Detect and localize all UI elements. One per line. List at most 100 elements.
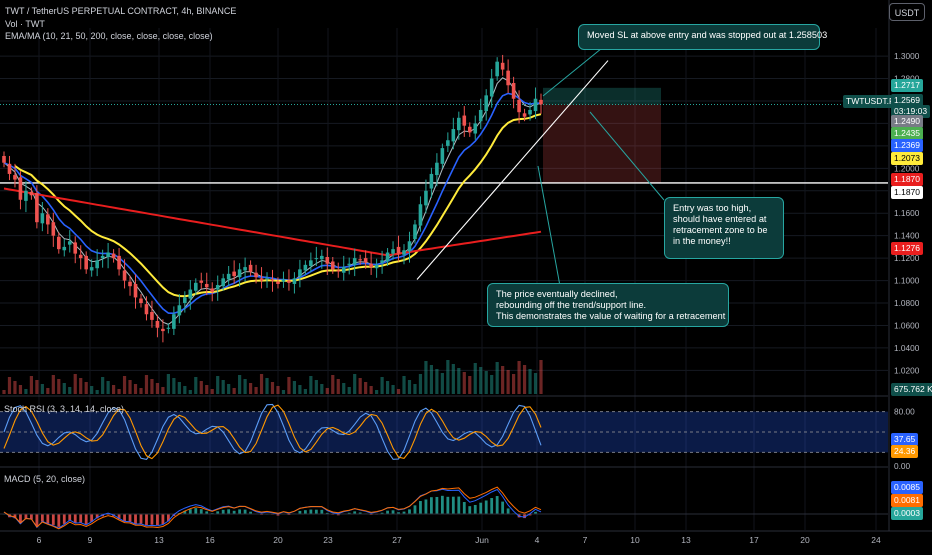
price-tick-label: 1.2800 (894, 74, 920, 84)
volume-bar (270, 382, 275, 394)
annotation-price-declined-line: The price eventually declined, (496, 289, 618, 299)
macd-histogram-bar (298, 510, 302, 514)
last-price-tag: 1.2569 (891, 94, 923, 107)
candle-body (473, 123, 478, 134)
candle-body (73, 242, 78, 254)
macd-histogram-bar (457, 496, 461, 514)
volume-bar (194, 377, 198, 394)
macd-histogram-bar (68, 514, 72, 521)
macd-histogram-bar (430, 497, 433, 514)
macd-histogram-bar (320, 509, 324, 514)
macd-histogram-bar (128, 514, 132, 522)
time-tick-label: 23 (323, 535, 333, 545)
candle-body (303, 264, 308, 271)
macd-histogram-bar (528, 514, 532, 516)
macd-histogram-bar (139, 514, 143, 524)
price-tag-ema50: 1.2369 (891, 139, 923, 152)
stoch-k-tag: 37.65 (891, 433, 919, 446)
candle-body (320, 255, 324, 260)
candle-body (424, 190, 428, 206)
currency-button[interactable]: USDT (889, 3, 925, 21)
macd-histogram-bar (145, 514, 148, 526)
candle-body (506, 70, 510, 86)
volume-bar (484, 371, 488, 394)
macd-histogram-bar (243, 509, 247, 514)
macd-histogram-bar (227, 509, 231, 514)
candle-body (67, 241, 72, 245)
macd-histogram-bar (46, 514, 50, 524)
time-tick-label: 7 (583, 535, 588, 545)
time-tick-label: 17 (749, 535, 759, 545)
volume-bar (155, 383, 160, 394)
time-tick-label: 4 (535, 535, 540, 545)
volume-bar (161, 387, 165, 394)
volume-bar (375, 390, 379, 394)
annotation-stop-loss[interactable]: Moved SL at above entry and was stopped … (578, 24, 827, 50)
volume-bar (320, 384, 324, 394)
volume-bars (2, 360, 543, 394)
macd-histogram-bar (419, 501, 422, 514)
volume-bar (490, 375, 494, 394)
macd-label: MACD (5, 20, close) (4, 474, 86, 484)
price-tick-label: 1.1400 (894, 231, 920, 241)
candle-body (402, 250, 406, 255)
candle-body (78, 254, 83, 259)
candle-body (533, 98, 538, 112)
candle-body (254, 272, 258, 278)
candle-body (243, 267, 247, 271)
annotation-entry-too-high[interactable]: Entry was too high, should have entered a… (664, 197, 784, 259)
annotation-pointer (589, 111, 665, 201)
bar-countdown-tag: 03:19:03 (891, 105, 931, 118)
macd-histogram-bar (391, 510, 395, 514)
time-axis: 6 9 13 16 20 23 27 Jun 4 7 10 13 17 20 24 (0, 530, 932, 545)
volume-bar (336, 379, 340, 394)
volume-bar (13, 381, 17, 394)
time-tick-label: 16 (205, 535, 215, 545)
macd-histogram-bar (309, 509, 313, 514)
candlesticks (2, 54, 543, 343)
time-tick-label: 10 (630, 535, 640, 545)
candle-body (100, 255, 105, 259)
annotation-price-declined[interactable]: The price eventually declined, rebounding… (487, 283, 729, 327)
price-tag-ma200: 1.1276 (891, 242, 923, 255)
candle-body (210, 288, 215, 292)
stoch-tick-label: 80.00 (894, 407, 915, 417)
price-tag-hline-white: 1.1870 (891, 186, 923, 199)
candle-body (226, 273, 231, 280)
candle-body (358, 259, 362, 261)
macd-histogram-bar (249, 511, 252, 514)
candle-body (451, 129, 456, 142)
candle-body (199, 280, 204, 283)
volume-bar (451, 364, 455, 394)
macd-histogram-bar (523, 514, 526, 519)
time-tick-label: 9 (88, 535, 93, 545)
chart-title: TWT / TetherUS PERPETUAL CONTRACT, 4h, B… (5, 6, 237, 16)
price-tick-label: 1.3000 (894, 51, 920, 61)
volume-bar (424, 361, 428, 394)
volume-bar (7, 377, 12, 394)
macd-histogram-bar (205, 511, 209, 514)
macd-histogram-bar (24, 514, 28, 520)
price-tick-label: 1.0400 (894, 343, 920, 353)
candle-body (188, 289, 193, 299)
macd-pane (0, 486, 888, 530)
candle-body (369, 263, 373, 268)
volume-bar (435, 369, 439, 394)
price-tick-label: 1.1600 (894, 208, 920, 218)
volume-bar (232, 388, 236, 394)
macd-line (3, 488, 542, 529)
candle-body (155, 320, 160, 328)
grid-lines (0, 28, 888, 530)
volume-bar (238, 375, 242, 394)
volume-bar (413, 384, 417, 394)
stoch-d-tag: 24.36 (891, 445, 919, 458)
macd-histogram-bar (199, 509, 203, 514)
candle-body (309, 260, 313, 266)
volume-bar (40, 384, 44, 394)
candle-body (13, 175, 17, 180)
macd-histogram-bar (276, 514, 280, 516)
volume-bar (84, 382, 88, 394)
volume-bar (172, 378, 176, 394)
volume-legend: Vol · TWT (5, 19, 45, 29)
macd-histogram-bar (150, 514, 154, 525)
